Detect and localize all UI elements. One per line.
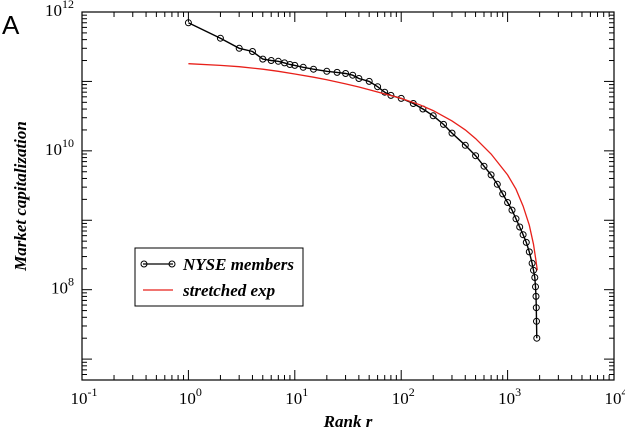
data-point bbox=[525, 248, 533, 256]
x-tick-label: 102 bbox=[392, 385, 415, 408]
x-tick-exponent: 3 bbox=[515, 385, 521, 399]
x-tick-label: 104 bbox=[605, 385, 625, 408]
data-point bbox=[274, 57, 282, 65]
data-point bbox=[472, 152, 480, 160]
data-point bbox=[493, 180, 501, 188]
x-tick-base: 10 bbox=[605, 389, 622, 408]
x-tick-base: 10 bbox=[498, 389, 515, 408]
data-point bbox=[259, 55, 267, 63]
data-point bbox=[530, 266, 537, 274]
y-tick-base: 10 bbox=[45, 140, 62, 159]
legend-box bbox=[134, 247, 304, 307]
x-tick-exponent: -1 bbox=[88, 385, 98, 399]
axis-ticks bbox=[81, 11, 615, 380]
data-point bbox=[349, 71, 357, 79]
data-point bbox=[249, 48, 256, 55]
y-tick-exponent: 12 bbox=[62, 0, 74, 11]
y-tick-exponent: 8 bbox=[68, 275, 74, 289]
y-tick-label: 1012 bbox=[45, 0, 74, 20]
data-point bbox=[487, 171, 495, 179]
x-tick-exponent: 4 bbox=[622, 385, 625, 399]
data-point bbox=[286, 61, 294, 68]
x-tick-exponent: 1 bbox=[302, 385, 308, 399]
data-point bbox=[184, 19, 192, 27]
series-line-nyse-members bbox=[188, 22, 538, 339]
x-tick-exponent: 0 bbox=[196, 385, 202, 399]
data-point bbox=[235, 44, 243, 52]
data-point bbox=[448, 129, 456, 137]
plot-frame bbox=[81, 11, 615, 381]
panel-label: A bbox=[2, 10, 20, 40]
x-tick-label: 10-1 bbox=[71, 385, 98, 408]
legend: NYSE members stretched exp bbox=[134, 247, 304, 307]
y-axis-label: Market capitalization bbox=[11, 121, 30, 272]
data-point bbox=[365, 77, 373, 85]
legend-label: NYSE members bbox=[182, 255, 294, 274]
data-point bbox=[519, 231, 527, 239]
data-point bbox=[522, 238, 530, 246]
y-tick-label: 108 bbox=[51, 275, 74, 298]
data-point bbox=[532, 292, 540, 300]
data-point bbox=[216, 34, 224, 42]
data-point bbox=[381, 88, 389, 96]
data-point bbox=[532, 304, 540, 312]
data-point bbox=[532, 283, 539, 291]
legend-entries: NYSE members stretched exp bbox=[140, 255, 294, 300]
y-tick-exponent: 10 bbox=[62, 136, 74, 150]
x-tick-label: 103 bbox=[498, 385, 521, 408]
data-point bbox=[516, 223, 524, 231]
x-tick-label: 100 bbox=[179, 385, 202, 408]
data-point bbox=[440, 120, 447, 128]
data-point bbox=[504, 199, 512, 206]
data-point bbox=[355, 75, 363, 82]
data-point bbox=[299, 63, 307, 71]
data-point bbox=[342, 70, 350, 77]
data-point bbox=[310, 65, 317, 73]
data-point bbox=[499, 190, 507, 198]
x-tick-base: 10 bbox=[285, 389, 302, 408]
data-point bbox=[528, 259, 536, 267]
y-tick-base: 10 bbox=[45, 1, 62, 20]
data-point bbox=[533, 317, 540, 325]
data-point bbox=[531, 274, 539, 281]
x-tick-exponent: 2 bbox=[409, 385, 415, 399]
y-tick-base: 10 bbox=[51, 279, 68, 298]
data-point bbox=[480, 162, 488, 170]
data-point bbox=[429, 112, 437, 120]
data-point bbox=[333, 68, 341, 76]
x-tick-base: 10 bbox=[392, 389, 409, 408]
data-point bbox=[397, 94, 405, 102]
data-point bbox=[323, 67, 331, 75]
x-tick-base: 10 bbox=[179, 389, 196, 408]
legend-swatch-marker bbox=[168, 260, 176, 268]
data-point bbox=[461, 141, 469, 149]
data-point bbox=[512, 215, 520, 223]
series-layer bbox=[184, 19, 541, 342]
data-point bbox=[533, 334, 541, 342]
data-point bbox=[374, 83, 382, 91]
y-tick-label: 1010 bbox=[45, 136, 74, 159]
legend-label: stretched exp bbox=[182, 281, 275, 300]
series-line-stretched-exp bbox=[188, 63, 538, 271]
x-tick-label: 101 bbox=[285, 385, 308, 408]
data-point bbox=[291, 61, 299, 69]
x-axis-label: Rank r bbox=[323, 412, 373, 431]
data-point bbox=[508, 206, 516, 214]
x-tick-base: 10 bbox=[71, 389, 88, 408]
data-point bbox=[267, 57, 275, 64]
legend-swatch-marker bbox=[140, 260, 148, 268]
